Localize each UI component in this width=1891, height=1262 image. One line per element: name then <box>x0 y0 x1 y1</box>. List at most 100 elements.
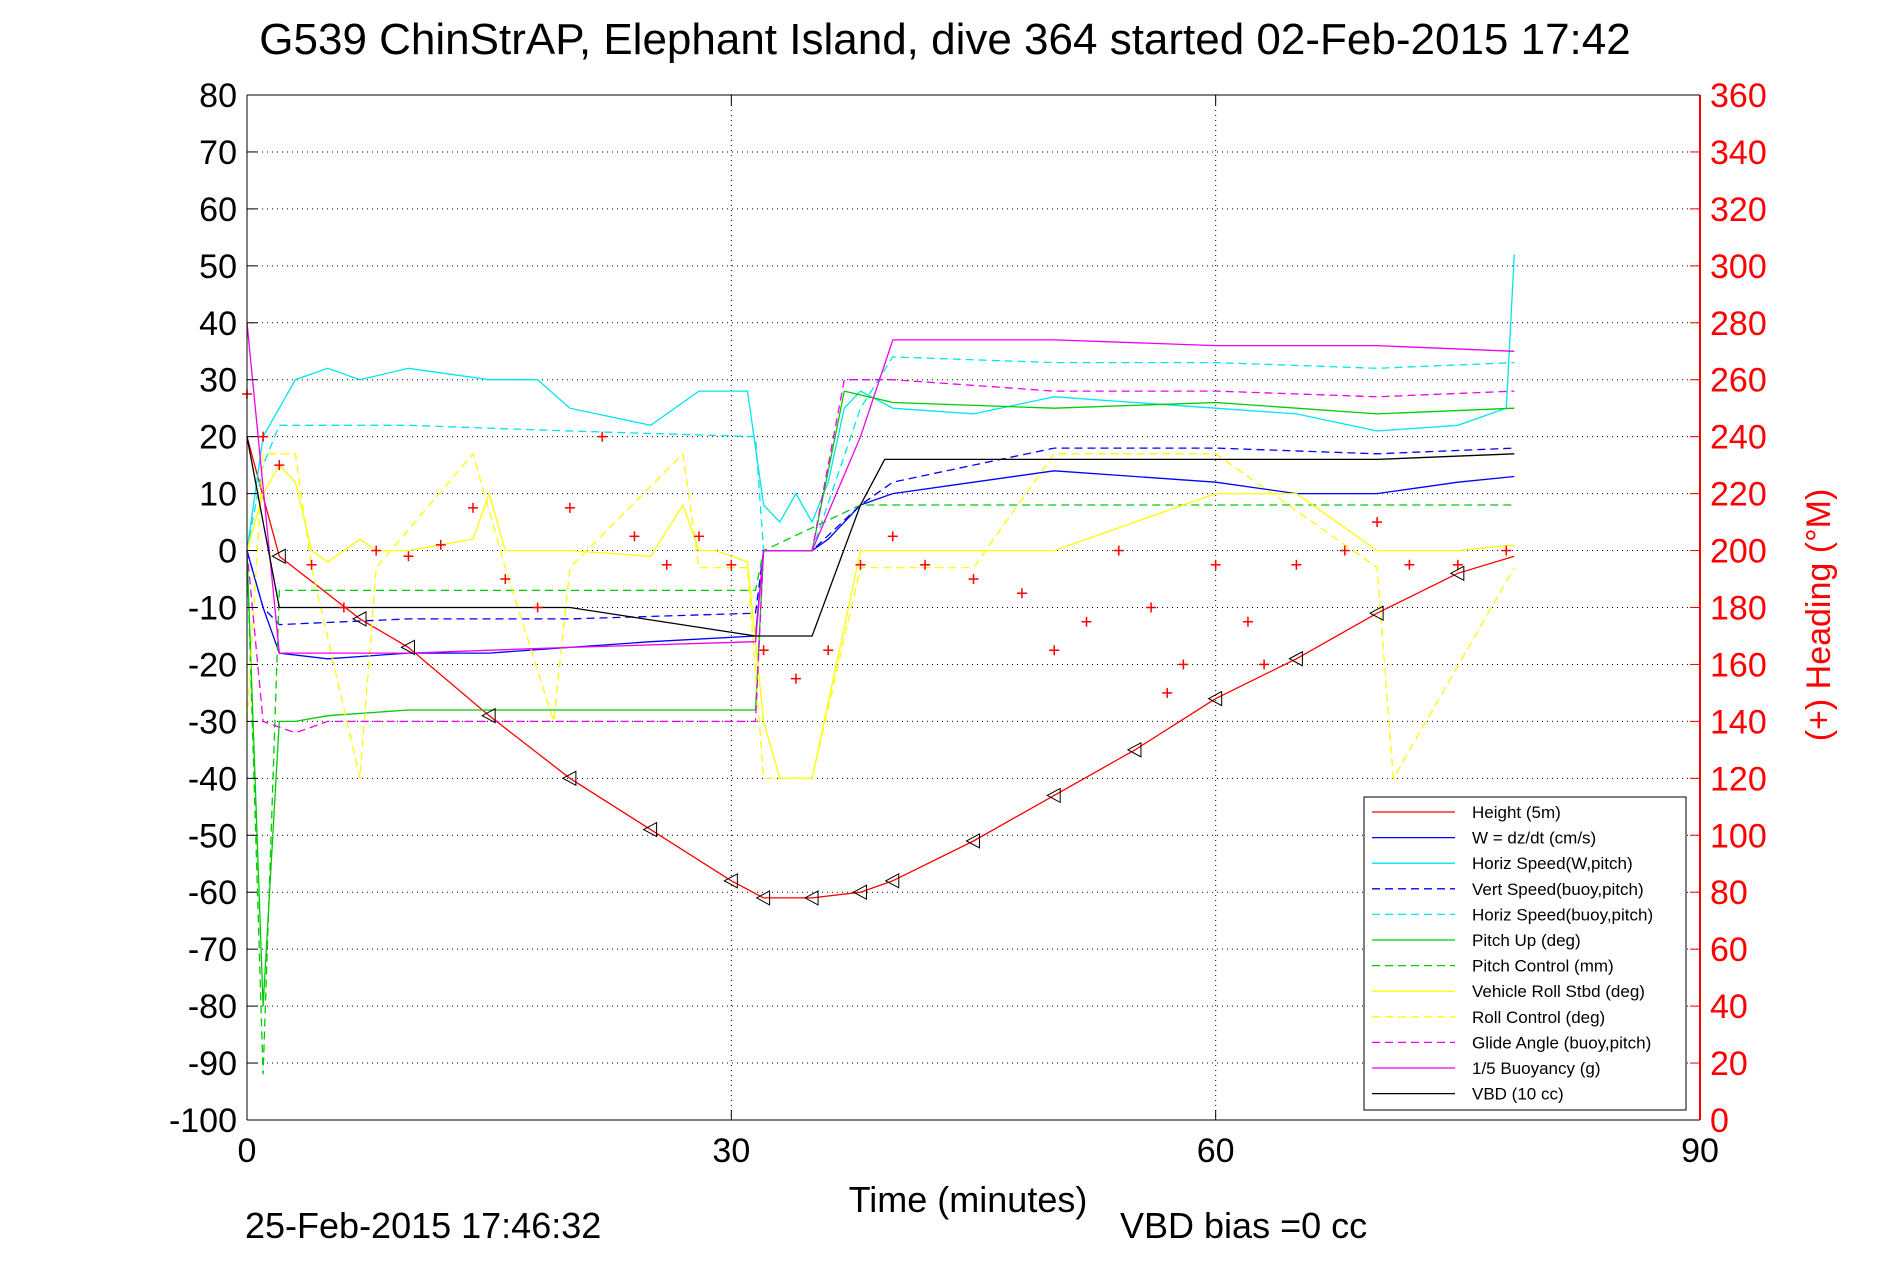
series-line-pitch-control-mm <box>246 504 1515 1075</box>
y-right-tick-label: 300 <box>1710 248 1767 286</box>
y-right-tick-label: 180 <box>1710 590 1767 628</box>
height-marker <box>884 872 900 889</box>
y-left-tick-label: -50 <box>188 817 237 855</box>
series-line-height-5m <box>246 436 1515 899</box>
series-layer <box>246 254 1515 1075</box>
heading-point <box>1372 517 1383 528</box>
y-left-tick-label: 20 <box>199 419 237 457</box>
heading-point <box>435 539 446 550</box>
legend-label-vehicle-roll-stbd-deg: Vehicle Roll Stbd (deg) <box>1472 982 1645 1001</box>
y-right-tick-label: 120 <box>1710 760 1767 798</box>
legend-label-horiz-speed-w-pitch: Horiz Speed(W,pitch) <box>1472 854 1633 873</box>
y-right-tick-label: 100 <box>1710 817 1767 855</box>
legend-label-height-5m: Height (5m) <box>1472 803 1561 822</box>
y-right-tick-label: 360 <box>1710 77 1767 115</box>
heading-point <box>823 645 834 656</box>
height-marker <box>723 872 738 889</box>
y-left-tick-label: 60 <box>199 191 237 229</box>
height-marker <box>1126 742 1142 758</box>
y-left-tick-label: -80 <box>188 988 237 1026</box>
height-marker <box>1207 690 1223 707</box>
heading-point <box>1146 602 1157 613</box>
footer-note: VBD bias =0 cc <box>1120 1205 1367 1246</box>
heading-point <box>1339 545 1350 556</box>
y-left-tick-label: 40 <box>199 305 237 343</box>
legend-label-vert-speed-buoy-pitch: Vert Speed(buoy,pitch) <box>1472 880 1644 899</box>
heading-point <box>1210 559 1221 570</box>
legend-label-1-5-buoyancy-g: 1/5 Buoyancy (g) <box>1472 1059 1601 1078</box>
height-marker <box>804 890 819 906</box>
heading-point <box>468 502 479 513</box>
height-marker <box>400 639 415 656</box>
heading-point <box>274 460 285 471</box>
y-right-tick-label: 160 <box>1710 646 1767 684</box>
y-right-tick-label: 340 <box>1710 134 1767 172</box>
legend-label-glide-angle-buoy-pitch: Glide Angle (buoy,pitch) <box>1472 1033 1651 1052</box>
heading-point <box>758 645 769 656</box>
series-line-w-dz-dt-cm-s <box>246 470 1515 660</box>
heading-point <box>564 502 575 513</box>
heading-point <box>694 531 705 542</box>
heading-point <box>1178 659 1189 670</box>
series-line-roll-control-deg <box>246 452 1515 781</box>
heading-point <box>629 531 640 542</box>
y-left-tick-label: 10 <box>199 476 237 514</box>
y-right-tick-label: 140 <box>1710 703 1767 741</box>
y-left-tick-label: 50 <box>199 248 237 286</box>
heading-point <box>726 559 737 570</box>
height-marker <box>481 707 496 724</box>
height-marker <box>1288 650 1303 667</box>
markers-layer <box>242 388 1512 906</box>
height-marker <box>1369 605 1384 622</box>
heading-point <box>1049 645 1060 656</box>
y-right-tick-label: 320 <box>1710 191 1767 229</box>
y-right-tick-label: 40 <box>1710 988 1748 1026</box>
height-marker <box>755 890 771 906</box>
heading-point <box>1162 687 1173 698</box>
y-right-tick-label: 240 <box>1710 419 1767 457</box>
height-marker <box>1046 787 1061 804</box>
footer-date: 25-Feb-2015 17:46:32 <box>245 1205 601 1246</box>
heading-point <box>1452 559 1463 570</box>
y-left-tick-label: -70 <box>188 931 237 969</box>
y-right-tick-label: 280 <box>1710 305 1767 343</box>
axes <box>246 94 1701 1121</box>
heading-point <box>790 673 801 684</box>
y-left-tick-label: -30 <box>188 703 237 741</box>
heading-point <box>1081 616 1092 627</box>
y-left-tick-label: -100 <box>169 1102 237 1140</box>
legend: Height (5m) W = dz/dt (cm/s) Horiz Speed(W… <box>1363 796 1687 1111</box>
heading-point <box>532 602 543 613</box>
legend-label-horiz-speed-buoy-pitch: Horiz Speed(buoy,pitch) <box>1472 905 1653 924</box>
heading-point <box>1259 659 1270 670</box>
y-right-tick-label: 200 <box>1710 533 1767 571</box>
heading-point <box>1404 559 1415 570</box>
heading-point <box>920 559 931 570</box>
heading-point <box>855 559 866 570</box>
legend-label-roll-control-deg: Roll Control (deg) <box>1472 1008 1605 1027</box>
heading-point <box>597 431 608 442</box>
heading-point <box>1016 588 1027 599</box>
series-line-pitch-up-deg <box>246 390 1515 1007</box>
y-left-tick-label: -10 <box>188 590 237 628</box>
heading-point <box>338 602 349 613</box>
heading-point <box>1501 545 1512 556</box>
heading-point <box>887 531 898 542</box>
height-marker <box>351 611 367 627</box>
heading-point <box>403 551 414 562</box>
series-line-vbd-10-cc <box>246 436 1515 637</box>
legend-box <box>1363 796 1687 1111</box>
y-left-tick-label: 30 <box>199 362 237 400</box>
heading-point <box>1291 559 1302 570</box>
y-right-tick-label: 20 <box>1710 1045 1748 1083</box>
y-left-tick-label: -40 <box>188 760 237 798</box>
heading-point <box>258 431 269 442</box>
legend-label-pitch-control-mm: Pitch Control (mm) <box>1472 957 1614 976</box>
legend-label-w-dz-dt-cm-s: W = dz/dt (cm/s) <box>1472 829 1596 848</box>
height-marker <box>965 833 980 849</box>
heading-point <box>306 559 317 570</box>
height-marker <box>561 770 577 787</box>
right-axis-label: (+) Heading (°M) <box>1800 489 1838 742</box>
series-line-vert-speed-buoy-pitch <box>246 447 1515 626</box>
tick-labels: 0 30 60 9080706050403020100-10-20-30-40-50-… <box>169 77 1767 1170</box>
